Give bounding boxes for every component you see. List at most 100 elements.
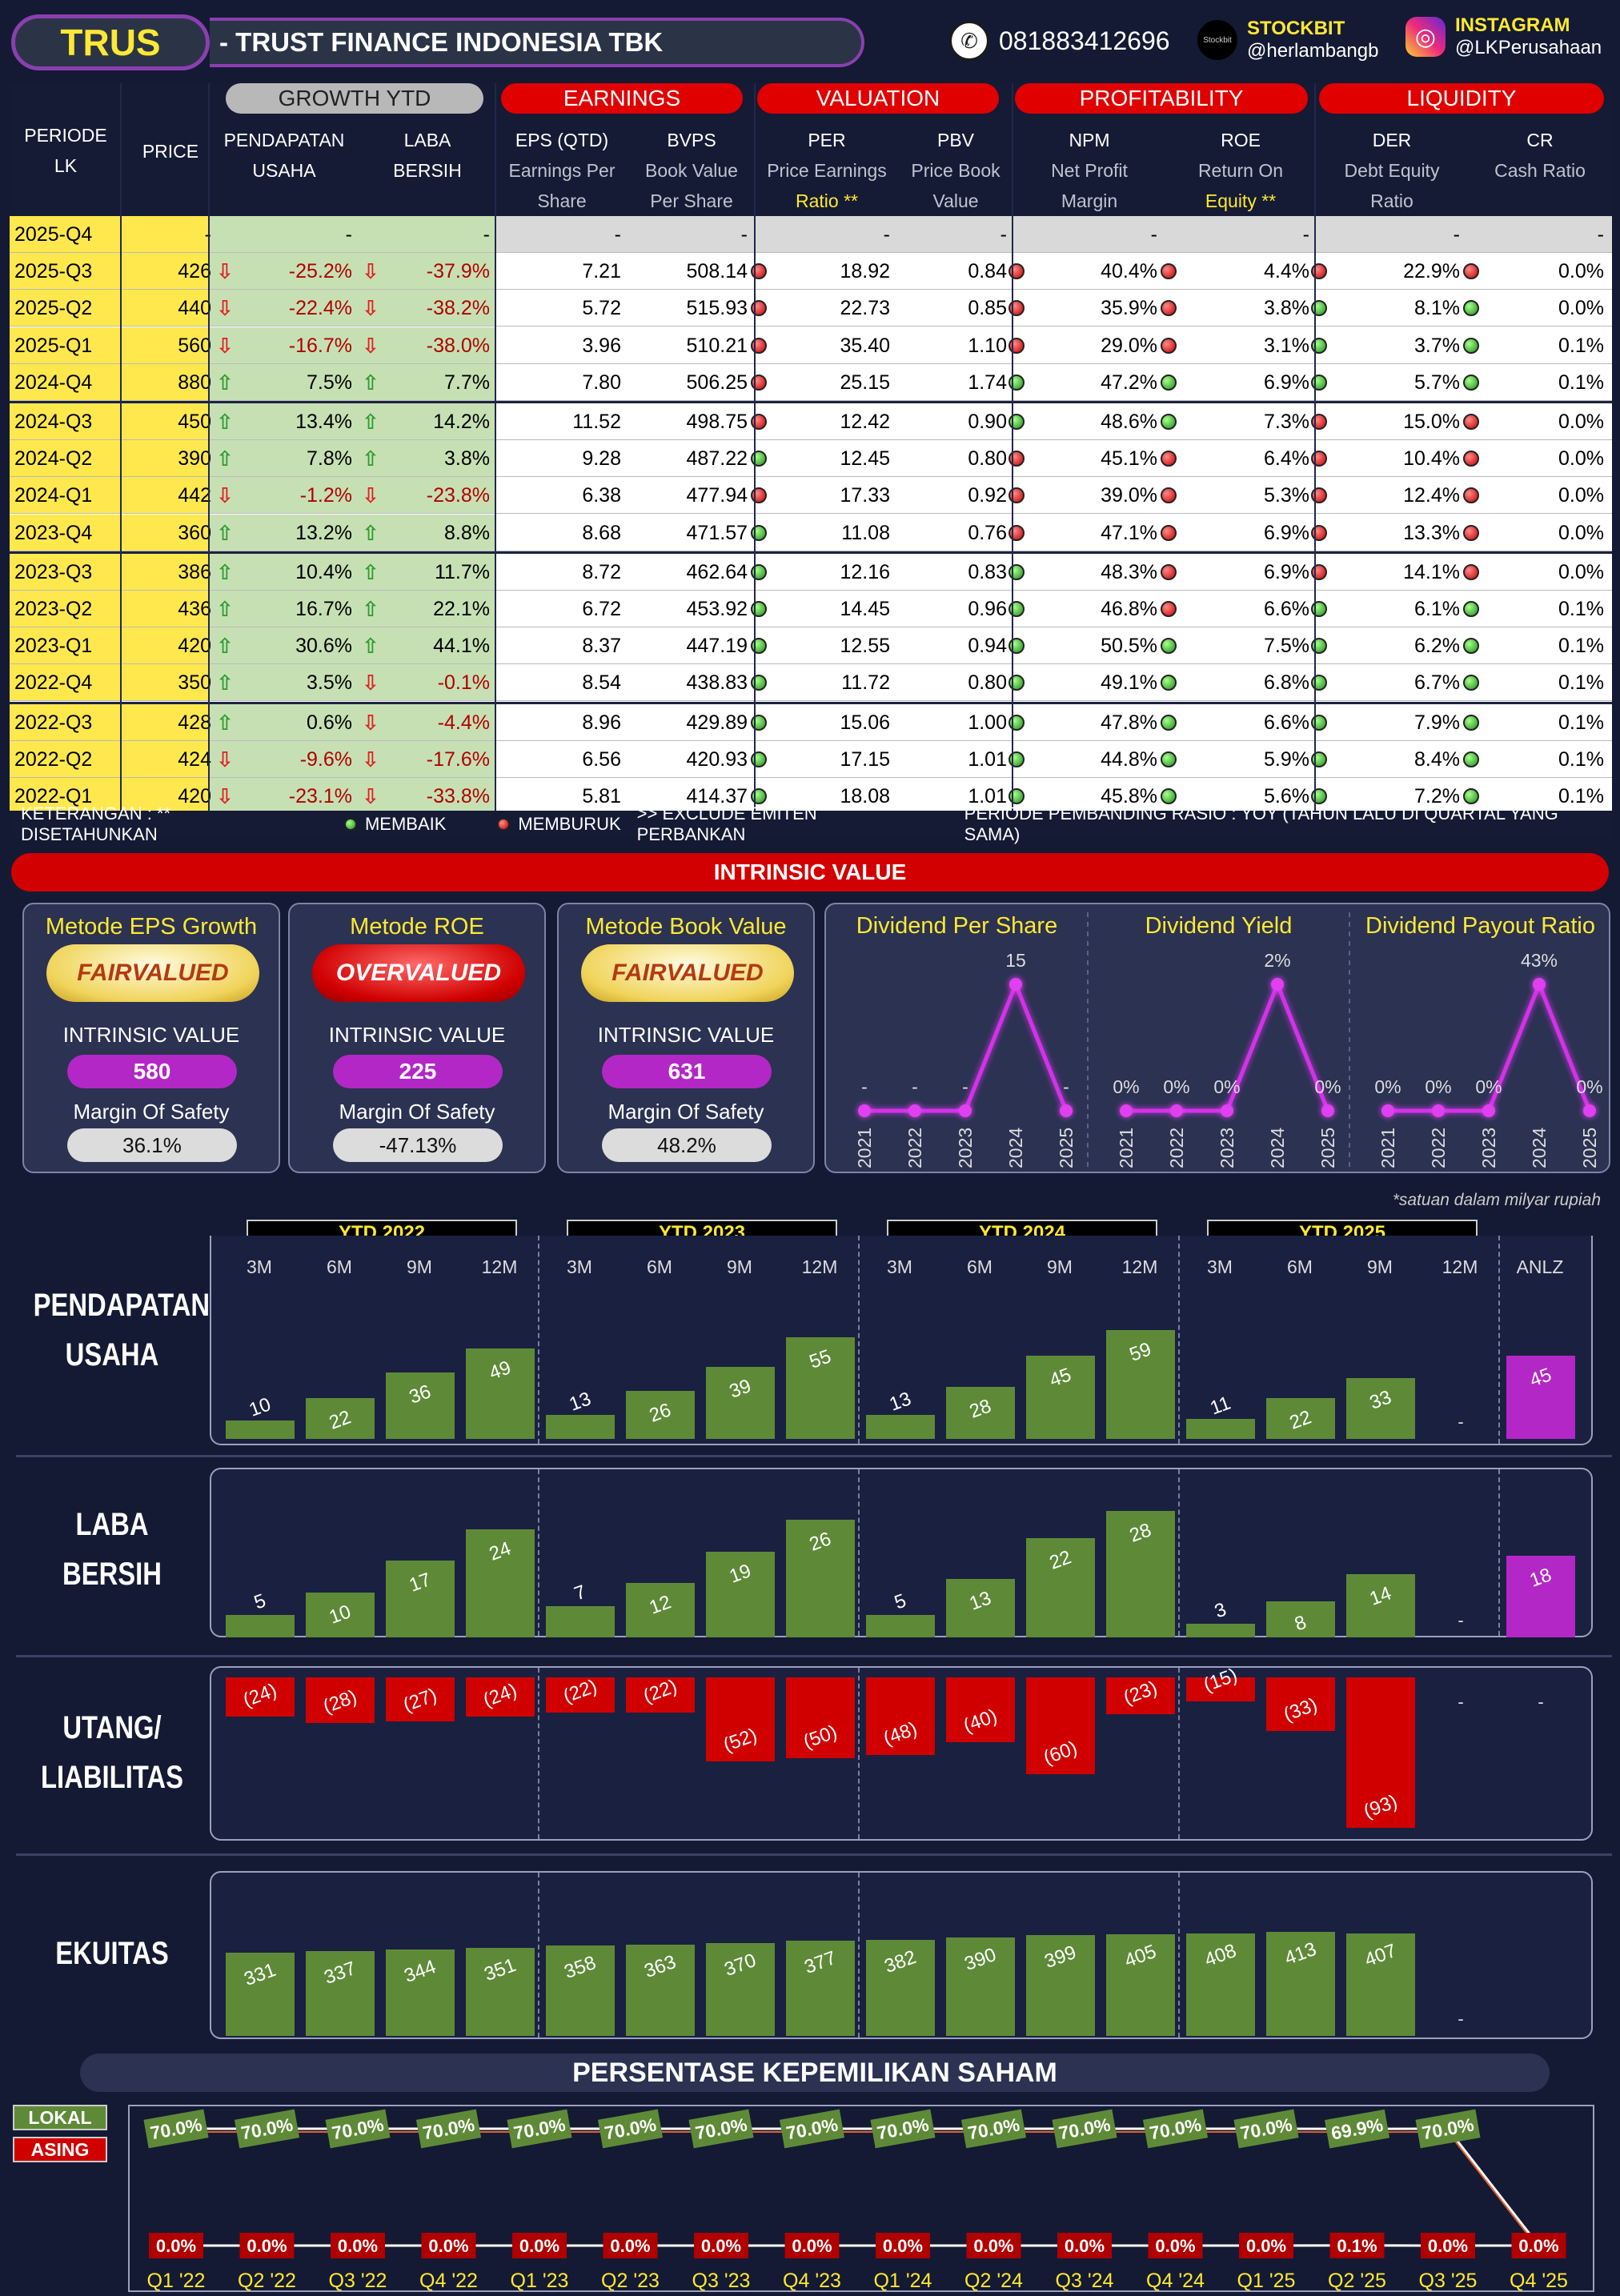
bvps-cell: 429.89	[686, 711, 748, 734]
lokal-point: 70.0%	[1052, 2109, 1117, 2149]
column-separator	[120, 83, 122, 837]
cell-bg	[10, 664, 122, 702]
lokal-point: 70.0%	[960, 2109, 1027, 2149]
table-row: 2022-Q4 350 3.5% -0.1% 8.54 438.83 11.72 0.80 49…	[10, 664, 1612, 702]
cell-bg	[496, 363, 1612, 401]
cell-bg	[122, 290, 219, 327]
dividend-value-label: 0%	[1576, 1076, 1602, 1097]
table-row: 2025-Q2 440 -22.4% -38.2% 5.72 515.93 22.73 0.8…	[10, 290, 1612, 327]
asing-value-label: 0.0%	[428, 2236, 468, 2256]
npm-cell: 47.2%	[1101, 371, 1157, 394]
bar	[1026, 1935, 1095, 2036]
red-indicator-icon	[751, 337, 767, 354]
bar	[1266, 1932, 1335, 2036]
period-column-header: 6M	[327, 1256, 352, 1277]
cell-bg	[496, 514, 1612, 551]
cell-bg	[496, 664, 1612, 702]
liabilities-panel: (24) (28) (27) (24) (22) (22) (52) (50) (48) (40)…	[210, 1665, 1593, 1841]
legend-asing: ASING	[13, 2137, 107, 2162]
cr-cell: 0.1%	[1558, 598, 1604, 620]
ownership-title: PERSENTASE KEPEMILIKAN SAHAM	[572, 2057, 1057, 2088]
quarter-label: Q2 '22	[238, 2270, 296, 2292]
asing-label-bg	[694, 2233, 748, 2258]
dividend-value-label: 0%	[1374, 1076, 1401, 1097]
red-indicator-icon	[751, 374, 767, 391]
legend-exclude: >> EXCLUDE EMITEN PERBANKAN	[636, 803, 817, 844]
der-cell: 8.4%	[1414, 747, 1460, 771]
period-cell: 2023-Q3	[14, 560, 93, 583]
row-divider	[10, 363, 1612, 364]
column-separator	[208, 83, 210, 837]
instagram-label: INSTAGRAM	[1455, 14, 1570, 36]
col-bvps: BVPS Book Value Per Share	[628, 125, 756, 216]
per-cell: 18.92	[840, 260, 890, 283]
bar	[546, 1415, 615, 1439]
npm-cell: 45.8%	[1101, 785, 1157, 807]
roe-cell: 7.5%	[1264, 635, 1309, 658]
bar	[306, 1950, 375, 2036]
empty-bar-label: -	[1458, 1610, 1464, 1630]
bar	[466, 1677, 535, 1717]
bar	[466, 1348, 535, 1439]
table-row: 2022-Q2 424 -9.6% -17.6% 6.56 420.93 17.15 1.01…	[10, 740, 1612, 778]
green-indicator-icon	[1463, 374, 1479, 391]
laba-growth-cell: 8.8%	[444, 521, 490, 544]
asing-label-bg	[603, 2233, 658, 2258]
group-divider	[858, 1236, 860, 1444]
lokal-label-bg	[1052, 2109, 1117, 2149]
red-indicator-icon	[1161, 601, 1177, 617]
cell-bg	[10, 553, 122, 591]
period-cell: 2022-Q4	[14, 671, 93, 695]
stockbit-contact[interactable]: Stockbit STOCKBIT @herlambangb	[1197, 18, 1378, 62]
instagram-contact[interactable]: ◎ INSTAGRAM @LKPerusahaan	[1405, 14, 1602, 59]
asing-label-bg	[784, 2233, 840, 2258]
roe-cell: 6.9%	[1264, 371, 1309, 394]
der-cell: 8.1%	[1414, 297, 1460, 320]
dividend-point	[1482, 1104, 1495, 1117]
pendapatan-growth-cell: -23.1%	[288, 785, 352, 807]
cr-cell: 0.0%	[1558, 297, 1604, 320]
group-divider	[858, 1668, 860, 1839]
group-divider	[1178, 1873, 1180, 2038]
bar	[386, 1949, 455, 2036]
bar	[1266, 1601, 1335, 1637]
col-eps: EPS (QTD) Earnings Per Share	[496, 125, 628, 216]
price-cell: 880	[178, 371, 211, 394]
whatsapp-contact[interactable]: ✆ 081883412696	[949, 21, 1170, 61]
bar	[1346, 1574, 1415, 1637]
pbv-cell: 1.00	[968, 711, 1007, 734]
arrow-down-icon: ⇩	[216, 747, 234, 771]
arrow-up-icon: ⇧	[216, 671, 234, 695]
dividend-chart: Dividend Per Share - 2021 - 2022 - 2023 15 2024 -…	[854, 913, 1077, 1168]
table-row: 2024-Q4 880 7.5% 7.7% 7.80 506.25 25.15 1.74 47.…	[10, 363, 1612, 401]
lokal-label-bg	[688, 2109, 754, 2149]
pbv-cell: 0.96	[968, 598, 1007, 620]
bar	[386, 1677, 455, 1721]
quarter-label: Q2 '25	[1328, 2270, 1386, 2292]
dividend-value-label: 0%	[1163, 1076, 1189, 1097]
bar	[226, 1420, 295, 1439]
col-roe-l3: Equity **	[1205, 190, 1277, 211]
price-cell: 440	[178, 297, 211, 320]
arrow-up-icon: ⇧	[362, 370, 379, 395]
cell-bg	[210, 253, 496, 291]
green-indicator-icon	[1161, 414, 1177, 430]
col-eps-l3: Share	[537, 190, 587, 211]
bar	[1266, 1677, 1335, 1731]
asing-value-label: 0.0%	[1155, 2236, 1195, 2256]
cell-bg	[122, 327, 219, 364]
col-per-l1: PER	[808, 130, 846, 150]
laba-growth-cell: 14.2%	[433, 411, 490, 433]
unit-note: *satuan dalam milyar rupiah	[1392, 1191, 1601, 1209]
arrow-down-icon: ⇩	[362, 747, 379, 771]
dividend-year-label: 2021	[1377, 1128, 1398, 1168]
roe-cell: 3.8%	[1264, 297, 1309, 320]
roe-cell: 7.3%	[1264, 411, 1309, 433]
cell-bg	[496, 253, 1612, 291]
per-cell: 18.08	[840, 785, 890, 807]
group-divider	[858, 1873, 860, 2038]
green-indicator-icon	[1463, 751, 1479, 767]
roe-cell: 6.4%	[1264, 447, 1309, 471]
green-indicator-icon	[1008, 788, 1025, 804]
lokal-point: 70.0%	[143, 2109, 209, 2149]
